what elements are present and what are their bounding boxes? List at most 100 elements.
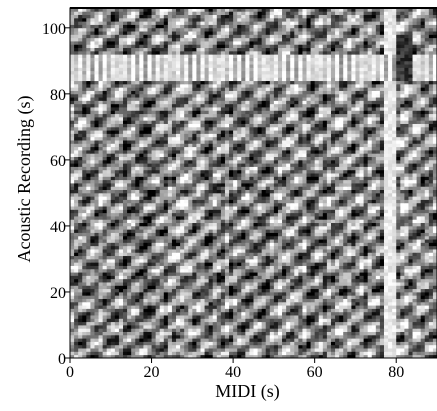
heatmap-cell — [277, 285, 283, 290]
heatmap-cell — [388, 324, 393, 329]
heatmap-cell — [396, 288, 401, 293]
heatmap-cell — [90, 295, 95, 299]
heatmap-cell — [416, 212, 422, 217]
heatmap-cell — [322, 262, 328, 266]
heatmap-cell — [78, 324, 83, 329]
heatmap-cell — [412, 229, 418, 233]
heatmap-cell — [404, 321, 409, 326]
heatmap-cell — [400, 305, 405, 309]
heatmap-cell — [298, 222, 303, 227]
heatmap-cell — [253, 252, 258, 257]
heatmap-cell — [343, 258, 348, 263]
heatmap-cell — [335, 179, 340, 184]
heatmap-cell — [432, 239, 437, 243]
heatmap-cell — [82, 291, 87, 296]
heatmap-cell — [188, 308, 193, 313]
heatmap-cell — [343, 202, 348, 207]
heatmap-cell — [330, 229, 336, 233]
heatmap-cell — [326, 186, 332, 190]
heatmap-cell — [343, 252, 348, 257]
heatmap-cell — [123, 189, 128, 194]
heatmap-cell — [224, 321, 230, 326]
heatmap-cell — [257, 239, 263, 243]
heatmap-cell — [204, 315, 210, 319]
heatmap-cell — [388, 192, 393, 197]
heatmap-cell — [388, 311, 393, 316]
heatmap-cell — [155, 338, 161, 342]
heatmap-cell — [363, 272, 369, 276]
heatmap-cell — [241, 351, 246, 356]
heatmap-cell — [388, 242, 393, 247]
heatmap-cell — [330, 186, 336, 190]
heatmap-cell — [147, 219, 152, 224]
heatmap-cell — [139, 321, 144, 326]
heatmap-cell — [379, 262, 385, 266]
heatmap-cell — [90, 186, 95, 190]
heatmap-cell — [110, 206, 116, 210]
heatmap-cell — [114, 239, 120, 243]
heatmap-cell — [106, 351, 112, 356]
heatmap-cell — [388, 225, 393, 230]
heatmap-cell — [392, 272, 397, 276]
heatmap-cell — [400, 245, 405, 250]
heatmap-cell — [70, 216, 75, 220]
heatmap-cell — [204, 318, 210, 323]
heatmap-cell — [184, 239, 189, 243]
heatmap-cell — [233, 305, 238, 309]
heatmap-cell — [220, 183, 226, 187]
heatmap-cell — [233, 301, 238, 306]
heatmap-cell — [261, 242, 267, 247]
heatmap-cell — [330, 209, 336, 214]
heatmap-cell — [249, 209, 254, 214]
heatmap-cell — [383, 209, 389, 214]
heatmap-cell — [375, 308, 381, 313]
heatmap-cell — [127, 176, 132, 181]
heatmap-cell — [400, 216, 405, 220]
heatmap-cell — [94, 258, 99, 263]
heatmap-cell — [412, 225, 418, 230]
heatmap-cell — [383, 282, 389, 286]
heatmap-cell — [383, 334, 389, 339]
heatmap-cell — [70, 229, 75, 233]
heatmap-cell — [286, 225, 291, 230]
heatmap-cell — [261, 298, 267, 303]
heatmap-cell — [355, 206, 360, 210]
heatmap-cell — [347, 288, 352, 293]
heatmap-cell — [196, 334, 201, 339]
heatmap-cell — [432, 331, 437, 336]
heatmap-cell — [143, 268, 148, 273]
heatmap-cell — [257, 235, 263, 240]
heatmap-cell — [212, 235, 218, 240]
heatmap-cell — [216, 311, 222, 316]
heatmap-cell — [388, 229, 393, 233]
heatmap-cell — [428, 183, 434, 187]
heatmap-cell — [359, 324, 364, 329]
heatmap-cell — [180, 173, 185, 177]
heatmap-cell — [257, 255, 263, 260]
heatmap-cell — [82, 305, 87, 309]
heatmap-cell — [265, 186, 271, 190]
heatmap-cell — [220, 265, 226, 270]
heatmap-cell — [314, 321, 320, 326]
heatmap-cell — [400, 338, 405, 342]
heatmap-cell — [359, 298, 364, 303]
heatmap-cell — [294, 232, 299, 237]
heatmap-cell — [151, 295, 157, 299]
heatmap-cell — [82, 285, 87, 290]
heatmap-cell — [298, 298, 303, 303]
heatmap-cell — [237, 324, 242, 329]
heatmap-cell — [277, 216, 283, 220]
heatmap-cell — [245, 262, 250, 266]
heatmap-cell — [416, 225, 422, 230]
heatmap-cell — [282, 239, 287, 243]
heatmap-cell — [371, 232, 377, 237]
heatmap-cell — [171, 242, 177, 247]
heatmap-cell — [151, 331, 157, 336]
heatmap-cell — [90, 324, 95, 329]
heatmap-cell — [212, 252, 218, 257]
heatmap-cell — [359, 255, 364, 260]
heatmap-cell — [147, 311, 152, 316]
heatmap-cell — [388, 219, 393, 224]
heatmap-cell — [261, 301, 267, 306]
heatmap-cell — [237, 295, 242, 299]
